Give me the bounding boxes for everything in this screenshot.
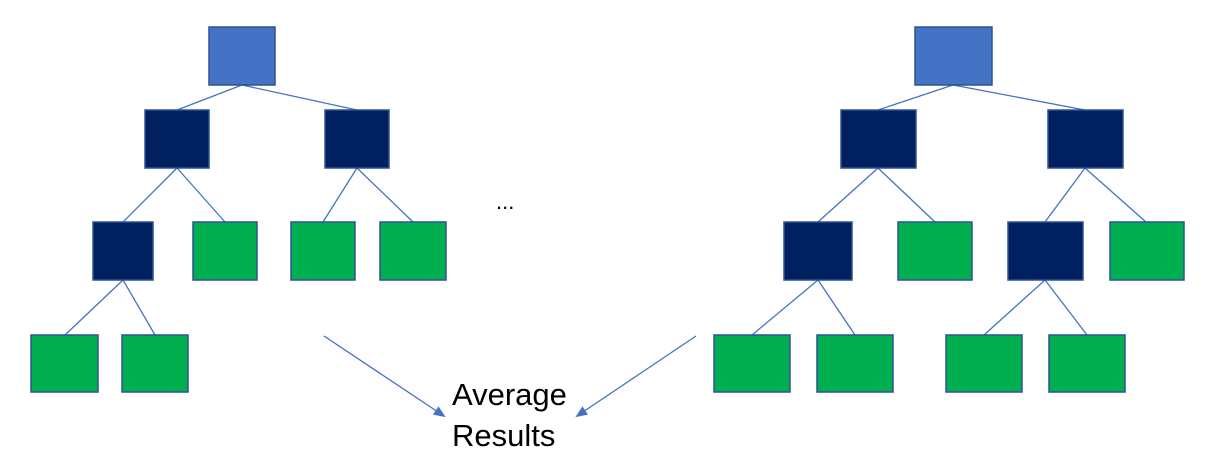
split-node [1007, 221, 1084, 281]
more-trees-ellipsis: ... [496, 189, 514, 214]
tree-edge [122, 167, 178, 223]
tree-edge [241, 84, 358, 111]
tree-edge [176, 167, 226, 223]
left-tree [30, 26, 447, 393]
leaf-node [290, 221, 356, 281]
tree-edge [122, 279, 156, 336]
tree-edge [983, 279, 1046, 336]
leaf-node [379, 221, 447, 281]
tree-edge [817, 167, 879, 223]
leaf-node [1048, 334, 1126, 393]
right-arrow [575, 335, 697, 418]
left-tree-edges [64, 84, 414, 336]
leaf-node [192, 221, 258, 281]
tree-edge [877, 167, 936, 223]
leaf-node [30, 334, 99, 393]
split-node [92, 221, 154, 281]
split-node [840, 109, 917, 169]
average-results-label-line1: Average [452, 377, 567, 412]
leaf-node [816, 334, 894, 393]
split-node [783, 221, 853, 281]
right-tree [713, 26, 1185, 393]
split-node [324, 109, 390, 169]
leaf-node [1109, 221, 1185, 281]
split-node [1047, 109, 1124, 169]
tree-edge [817, 279, 856, 336]
root-node [208, 26, 276, 86]
leaf-node [945, 334, 1023, 393]
split-node [144, 109, 210, 169]
leaf-node [713, 334, 791, 393]
tree-edge [877, 84, 954, 111]
tree-edge [751, 279, 819, 336]
tree-edge [322, 167, 358, 223]
tree-edge [176, 84, 243, 111]
tree-edge [1044, 167, 1086, 223]
tree-edge [952, 84, 1086, 111]
left-arrow [323, 335, 446, 418]
root-node [914, 26, 993, 86]
average-results-label-line2: Results [452, 418, 555, 453]
tree-edge [1084, 167, 1147, 223]
tree-edge [356, 167, 414, 223]
leaf-node [121, 334, 189, 393]
tree-edge [64, 279, 124, 336]
leaf-node [897, 221, 973, 281]
right-tree-edges [751, 84, 1147, 336]
tree-edge [1044, 279, 1088, 336]
